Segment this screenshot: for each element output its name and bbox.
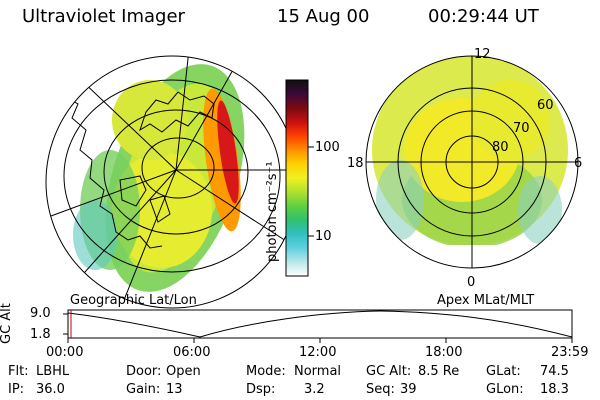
gcalt-label: GC Alt: [366, 364, 412, 379]
colorbar [285, 79, 314, 277]
glon-value: 18.3 [540, 382, 569, 397]
polar-grid [365, 55, 579, 269]
coastline [119, 175, 171, 223]
filter-value: LBHL [36, 364, 70, 379]
magnetic-caption: Apex MLat/MLT [437, 293, 535, 308]
magnetic-polar-panel [365, 55, 579, 269]
gc-alt-xtick: 00:00 [46, 345, 84, 360]
glat-value: 74.5 [540, 364, 569, 379]
door-label: Door: [126, 364, 162, 379]
gc-alt-ytick: 1.8 [30, 327, 51, 342]
filter-label: Flt: [8, 364, 29, 379]
mlt-label-dawn: 6 [574, 156, 583, 171]
colorbar-scale [285, 79, 309, 277]
mode-value: Normal [294, 364, 342, 379]
ip-label: IP: [8, 382, 25, 397]
seq-value: 39 [400, 382, 417, 397]
dsp-label: Dsp: [246, 382, 276, 397]
geographic-caption: Geographic Lat/Lon [70, 293, 197, 308]
mlat-label: 80 [492, 140, 509, 155]
glon-label: GLon: [486, 382, 524, 397]
gc-alt-ticks [63, 313, 573, 343]
colorbar-tick-label: 10 [315, 229, 332, 244]
gain-value: 13 [166, 382, 183, 397]
gc-alt-xtick: 06:00 [173, 345, 211, 360]
glat-label: GLat: [486, 364, 521, 379]
dsp-value: 3.2 [304, 382, 325, 397]
door-value: Open [166, 364, 201, 379]
gc-alt-curve [68, 310, 572, 338]
mlt-label-dusk: 18 [347, 156, 364, 171]
mode-label: Mode: [246, 364, 286, 379]
instrument-title: Ultraviolet Imager [22, 6, 185, 27]
aurora-image-geographic [46, 56, 298, 308]
colorbar-unit-label: photon cm⁻²s⁻¹ [265, 161, 280, 262]
mlt-label-noon: 12 [474, 47, 491, 62]
time-label: 00:29:44 UT [428, 6, 539, 27]
mlat-label: 70 [513, 121, 530, 136]
date-label: 15 Aug 00 [277, 6, 370, 27]
mlt-label-midnight: 0 [467, 275, 476, 290]
ip-value: 36.0 [36, 382, 65, 397]
gc-alt-xtick: 18:00 [425, 345, 463, 360]
gc-alt-plot [63, 309, 573, 343]
seq-label: Seq: [366, 382, 395, 397]
colorbar-tick-label: 100 [315, 140, 340, 155]
gain-label: Gain: [126, 382, 161, 397]
gc-alt-axis-label: GC Alt [0, 303, 14, 344]
gc-alt-ytick: 9.0 [30, 306, 51, 321]
mlat-label: 60 [537, 98, 554, 113]
gc-alt-xtick: 12:00 [299, 345, 337, 360]
gcalt-value: 8.5 Re [418, 364, 460, 379]
coastline [46, 69, 53, 133]
gc-alt-xtick: 23:59 [551, 345, 589, 360]
geographic-map-panel [45, 55, 299, 309]
